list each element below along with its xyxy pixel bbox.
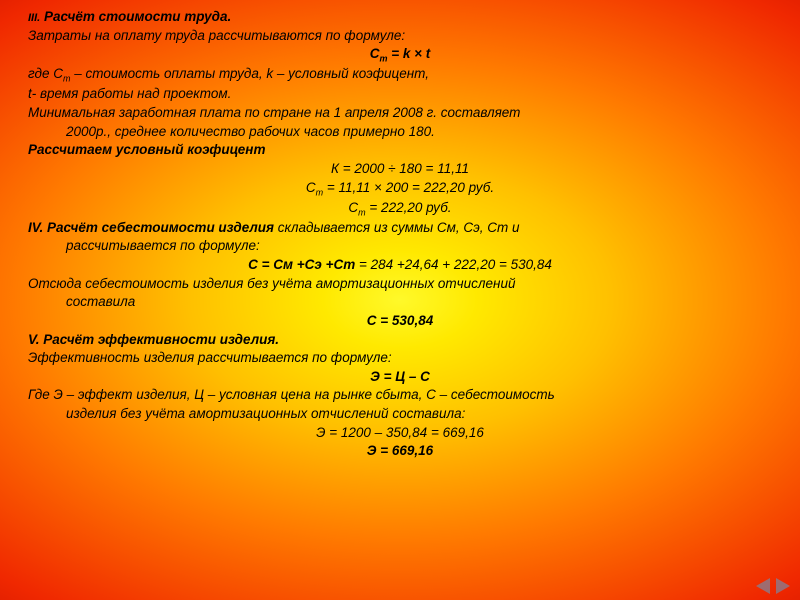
s3-where-pre: где С: [28, 66, 63, 81]
s3-formula-post: = k × t: [387, 46, 430, 61]
s5-p2a: Где Э – эффект изделия, Ц – условная цен…: [28, 386, 772, 405]
s4-formula-tail: = 284 +24,64 + 222,20 = 530,84: [355, 257, 552, 272]
roman-3: III.: [28, 12, 40, 24]
s5-result: Э = 669,16: [28, 442, 772, 461]
s5-formula1: Э = Ц – С: [28, 368, 772, 387]
s4-p2b: составила: [28, 293, 772, 312]
s4-formula-lead: С = См +Сэ +Ст: [248, 257, 355, 272]
s3-formula-pre: С: [370, 46, 380, 61]
s5-calc: Э = 1200 – 350,84 = 669,16: [28, 424, 772, 443]
s3-c3-pre: С: [348, 200, 358, 215]
next-slide-icon[interactable]: [776, 578, 790, 594]
s3-calc3: Ст = 222,20 руб.: [28, 199, 772, 219]
s3-c2-post: = 11,11 × 200 = 222,20 руб.: [323, 180, 494, 195]
s3-calc2: Ст = 11,11 × 200 = 222,20 руб.: [28, 179, 772, 199]
slide-body: III. Расчёт стоимости труда. Затраты на …: [28, 8, 772, 461]
s3-p1: Затраты на оплату труда рассчитываются п…: [28, 27, 772, 46]
s3-p4b: 2000р., среднее количество рабочих часов…: [28, 123, 772, 142]
s3-where: где Ст – стоимость оплаты труда, k – усл…: [28, 65, 772, 85]
section-3-heading: III. Расчёт стоимости труда.: [28, 8, 772, 27]
title-4-tail-b: рассчитывается по формуле:: [28, 237, 772, 256]
s4-p2a: Отсюда себестоимость изделия без учёта а…: [28, 275, 772, 294]
s3-coef-title: Рассчитаем условный коэфицент: [28, 141, 772, 160]
section-5-heading: V. Расчёт эффективности изделия.: [28, 331, 772, 350]
slide: III. Расчёт стоимости труда. Затраты на …: [0, 0, 800, 600]
section-4-heading: IV. Расчёт себестоимости изделия складыв…: [28, 219, 772, 238]
prev-slide-icon[interactable]: [756, 578, 770, 594]
s4-result: С = 530,84: [28, 312, 772, 331]
title-4: IV. Расчёт себестоимости изделия: [28, 220, 274, 235]
s5-p2b: изделия без учёта амортизационных отчисл…: [28, 405, 772, 424]
s3-p3: t- время работы над проектом.: [28, 85, 772, 104]
nav-controls: [756, 578, 790, 594]
s4-formula: С = См +Сэ +Ст = 284 +24,64 + 222,20 = 5…: [28, 256, 772, 275]
title-4-tail-a: складывается из суммы См, Сэ, Ст и: [274, 220, 520, 235]
s3-c3-sub: т: [358, 207, 366, 217]
s3-p4a: Минимальная заработная плата по стране н…: [28, 104, 772, 123]
s5-p1: Эффективность изделия рассчитывается по …: [28, 349, 772, 368]
title-3: Расчёт стоимости труда.: [44, 9, 231, 24]
s3-c2-pre: С: [306, 180, 316, 195]
s3-c3-post: = 222,20 руб.: [366, 200, 452, 215]
s3-formula: Ст = k × t: [28, 45, 772, 65]
s3-calc1: К = 2000 ÷ 180 = 11,11: [28, 160, 772, 179]
s3-where-post: – стоимость оплаты труда, k – условный к…: [70, 66, 429, 81]
